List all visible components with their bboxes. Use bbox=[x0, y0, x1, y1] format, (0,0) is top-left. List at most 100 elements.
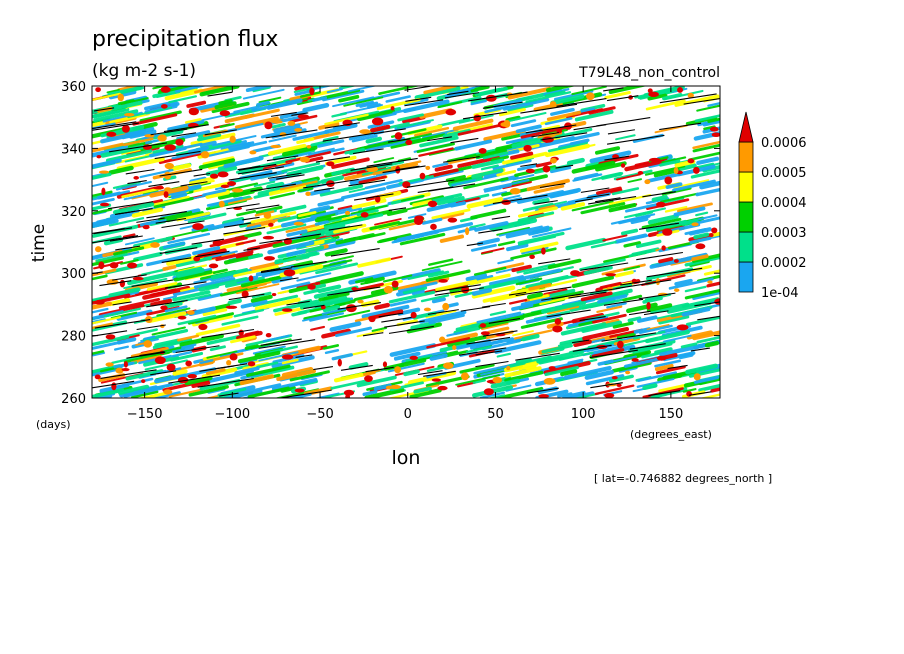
precip-streak bbox=[92, 172, 112, 181]
contour-line bbox=[223, 226, 266, 235]
precip-streak bbox=[636, 377, 675, 388]
precip-streak bbox=[331, 112, 348, 118]
contour-line bbox=[136, 217, 165, 223]
contour-line bbox=[423, 370, 456, 377]
precip-streak bbox=[92, 322, 114, 330]
precip-core bbox=[509, 187, 521, 195]
contour-line bbox=[475, 360, 509, 368]
contour-line bbox=[388, 325, 434, 334]
precip-streak bbox=[171, 350, 193, 358]
precip-core bbox=[394, 132, 403, 140]
precip-streak bbox=[539, 294, 580, 305]
contour-line bbox=[276, 174, 305, 180]
contour-line bbox=[515, 286, 572, 297]
contour-line bbox=[659, 122, 702, 131]
precip-streak bbox=[247, 386, 290, 398]
x-tick-label: 100 bbox=[571, 407, 596, 422]
precip-streak bbox=[130, 346, 169, 358]
precip-core bbox=[94, 299, 105, 305]
precip-streak bbox=[518, 268, 562, 281]
precip-streak bbox=[436, 196, 465, 206]
contour-line bbox=[207, 91, 233, 97]
precip-core bbox=[371, 117, 384, 126]
precip-core bbox=[150, 242, 160, 248]
contour-line bbox=[466, 336, 511, 345]
precip-core bbox=[157, 134, 167, 142]
precip-streak bbox=[372, 162, 419, 176]
precip-streak bbox=[266, 223, 307, 235]
precip-streak bbox=[383, 274, 413, 283]
contour-line bbox=[92, 330, 128, 337]
precip-streak bbox=[682, 388, 697, 393]
precip-core bbox=[187, 310, 195, 315]
precip-streak bbox=[222, 217, 245, 226]
precip-streak bbox=[219, 122, 235, 128]
precip-streak bbox=[428, 258, 454, 266]
contour-line bbox=[161, 220, 205, 229]
contour-line bbox=[136, 324, 166, 331]
precip-streak bbox=[228, 142, 251, 151]
precip-core bbox=[163, 191, 169, 198]
precip-streak bbox=[495, 267, 516, 274]
precip-core bbox=[283, 269, 296, 277]
precip-streak bbox=[172, 266, 203, 276]
precip-streak bbox=[447, 153, 477, 163]
precip-streak bbox=[312, 96, 328, 102]
precip-streak bbox=[348, 147, 366, 155]
precip-streak bbox=[348, 362, 369, 370]
precip-streak bbox=[273, 123, 301, 133]
precip-streak bbox=[635, 239, 662, 249]
precip-streak bbox=[457, 124, 501, 136]
contour-line bbox=[155, 217, 187, 224]
colorbar-label: 0.0004 bbox=[761, 196, 807, 211]
contour-line bbox=[482, 330, 518, 337]
precip-streak bbox=[528, 282, 552, 291]
precip-streak bbox=[567, 316, 609, 328]
contour-line bbox=[388, 138, 411, 143]
precip-core bbox=[248, 275, 254, 282]
contour-line bbox=[395, 165, 420, 171]
precip-streak bbox=[645, 172, 681, 184]
precip-streak bbox=[235, 252, 253, 259]
precip-core bbox=[359, 129, 371, 135]
precip-core bbox=[554, 318, 562, 325]
colorbar-swatch bbox=[738, 231, 754, 263]
contour-line bbox=[115, 245, 141, 251]
precip-streak bbox=[538, 204, 556, 212]
precip-streak bbox=[253, 180, 276, 188]
precip-core bbox=[687, 158, 695, 164]
precip-streak bbox=[660, 192, 699, 203]
precip-core bbox=[106, 131, 117, 137]
contour-line bbox=[204, 129, 237, 136]
precip-streak bbox=[356, 375, 397, 388]
precip-streak bbox=[515, 124, 542, 134]
precip-streak bbox=[466, 196, 504, 209]
precip-streak bbox=[330, 378, 371, 390]
precip-streak bbox=[116, 309, 153, 321]
precip-streak bbox=[271, 377, 318, 391]
precip-streak bbox=[517, 163, 541, 172]
contour-line bbox=[295, 354, 313, 358]
precip-streak bbox=[340, 187, 387, 200]
precip-streak bbox=[150, 298, 173, 307]
precip-core bbox=[127, 262, 138, 269]
precip-streak bbox=[452, 118, 494, 131]
precip-core bbox=[270, 144, 282, 149]
precip-core bbox=[263, 212, 272, 219]
precip-core bbox=[711, 132, 720, 138]
precip-streak bbox=[515, 357, 532, 364]
precip-streak bbox=[425, 269, 471, 282]
precip-streak bbox=[168, 388, 203, 398]
precip-core bbox=[383, 285, 394, 294]
precip-streak bbox=[406, 203, 432, 211]
contour-line bbox=[603, 87, 624, 92]
precip-streak bbox=[164, 305, 188, 313]
precip-streak bbox=[547, 258, 582, 270]
precip-streak bbox=[92, 301, 113, 310]
contour-line bbox=[491, 215, 511, 220]
precip-streak bbox=[142, 204, 166, 213]
contour-line bbox=[482, 302, 506, 308]
contour-line bbox=[628, 310, 651, 316]
precip-streak bbox=[177, 264, 208, 273]
precip-streak bbox=[638, 324, 673, 335]
